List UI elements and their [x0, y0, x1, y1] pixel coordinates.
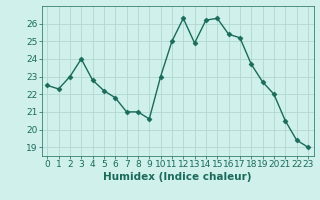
X-axis label: Humidex (Indice chaleur): Humidex (Indice chaleur)	[103, 172, 252, 182]
